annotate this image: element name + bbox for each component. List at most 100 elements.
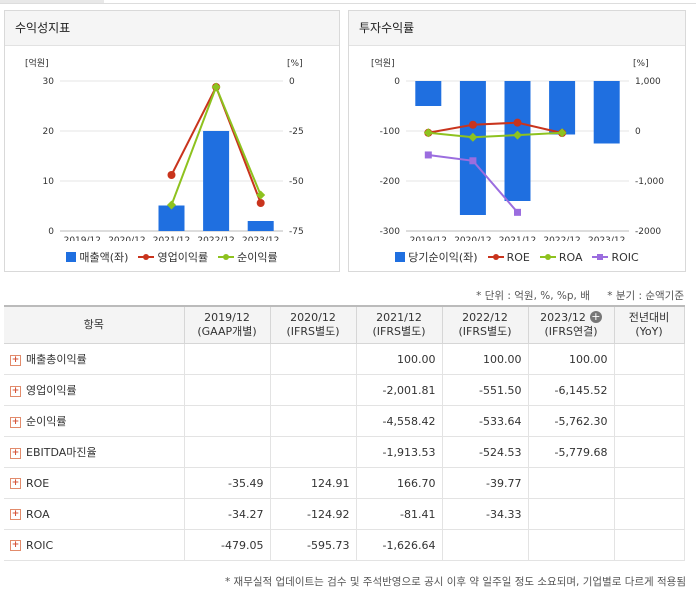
value-cell: -34.27	[183, 498, 271, 530]
row-label: 순이익률	[26, 415, 67, 428]
value-cell: -39.77	[441, 467, 529, 499]
profitability-title: 수익성지표	[5, 11, 339, 46]
legend-swatch	[66, 252, 77, 262]
value-cell: -595.73	[269, 529, 357, 561]
x-tick-label: 2023/12	[588, 236, 625, 241]
header-year: 2020/12	[290, 311, 336, 324]
table-row: + ROIC -479.05 -595.73 -1,626.64	[4, 529, 685, 561]
profitability-legend: 매출액(좌) 영업이익률 순이익률	[5, 249, 339, 265]
expand-columns-icon[interactable]: +	[589, 310, 602, 323]
right-axis-unit: [%]	[633, 59, 649, 69]
left-axis-unit: [억원]	[25, 57, 49, 69]
header-period: 2022/12 (IFRS별도)	[441, 305, 529, 344]
row-label-cell[interactable]: + ROIC	[4, 529, 185, 561]
left-tick-label: 0	[48, 227, 54, 237]
legend-item[interactable]: ROIC	[592, 251, 639, 264]
yoy-cell	[613, 529, 685, 561]
data-point	[423, 128, 433, 138]
value-cell: -1,913.53	[355, 436, 443, 468]
row-label-cell[interactable]: + EBITDA마진율	[4, 436, 185, 468]
bar	[504, 81, 531, 201]
expand-row-icon[interactable]: +	[10, 540, 21, 551]
value-cell: -124.92	[269, 498, 357, 530]
x-tick-label: 2023/12	[242, 236, 279, 241]
legend-item[interactable]: 영업이익률	[138, 249, 208, 265]
legend-item[interactable]: ROE	[487, 251, 530, 264]
bar	[549, 81, 576, 135]
legend-item[interactable]: 순이익률	[218, 249, 278, 265]
data-point	[211, 82, 221, 92]
expand-row-icon[interactable]: +	[10, 416, 21, 428]
value-cell	[527, 467, 615, 499]
legend-swatch	[395, 252, 406, 262]
x-tick-label: 2022/12	[197, 236, 234, 241]
value-cell: -6,145.52	[527, 374, 615, 406]
legend-label: 당기순이익(좌)	[408, 251, 478, 264]
top-tab-strip	[0, 0, 696, 4]
right-tick-label: -25	[289, 127, 304, 137]
value-cell: -2,001.81	[355, 374, 443, 406]
header-year: 2019/12	[204, 311, 250, 324]
legend-label: 순이익률	[237, 251, 278, 264]
value-cell: -81.41	[355, 498, 443, 530]
value-cell	[183, 343, 271, 375]
left-tick-label: -100	[380, 127, 401, 137]
x-tick-label: 2020/12	[108, 236, 145, 241]
expand-row-icon[interactable]: +	[10, 478, 21, 489]
left-axis-unit: [억원]	[371, 57, 395, 69]
header-standard: (IFRS연결)	[544, 325, 598, 338]
expand-row-icon[interactable]: +	[10, 509, 21, 520]
top-tab[interactable]	[0, 0, 104, 3]
chart-notes: * 단위 : 억원, %, %p, 배 * 분기 : 순액기준	[462, 288, 684, 303]
right-axis-unit: [%]	[287, 59, 303, 69]
row-label-cell[interactable]: + 영업이익률	[4, 374, 185, 406]
header-standard: (IFRS별도)	[286, 325, 340, 338]
left-tick-label: -200	[380, 177, 401, 187]
value-cell	[441, 529, 529, 561]
financial-ratio-table: 항목 2019/12 (GAAP개별) 2020/12 (IFRS별도) 2021/12(…	[4, 305, 685, 561]
row-label-cell[interactable]: + 매출총이익률	[4, 343, 185, 375]
x-tick-label: 2021/12	[499, 236, 536, 241]
investment-return-chart: [억원] [%] 0 -100 -200 -300 1,000 0 -1,000 -2000 201…	[371, 57, 664, 241]
profitability-panel: 수익성지표 [억원] [%] 30 20 10 0 0 -25 -50 -75 2019/12 202…	[4, 10, 340, 272]
series-line	[428, 131, 563, 139]
value-cell	[269, 374, 357, 406]
header-period: 2021/12 (IFRS별도)	[355, 305, 443, 344]
value-cell: -533.64	[441, 405, 529, 437]
legend-swatch	[218, 252, 235, 262]
bar	[415, 81, 442, 106]
expand-row-icon[interactable]: +	[10, 385, 21, 397]
series-line	[428, 121, 563, 134]
row-label: ROIC	[26, 538, 54, 552]
data-point	[513, 118, 522, 127]
header-period: 2023/12 + (IFRS연결)	[527, 305, 615, 344]
legend-item[interactable]: 매출액(좌)	[66, 249, 128, 265]
yoy-cell	[613, 343, 685, 375]
legend-item[interactable]: ROA	[539, 251, 582, 264]
yoy-line2: (YoY)	[635, 325, 663, 338]
yoy-cell	[613, 498, 685, 530]
investment-return-title: 투자수익률	[349, 11, 685, 46]
row-label-cell[interactable]: + 순이익률	[4, 405, 185, 437]
expand-row-icon[interactable]: +	[10, 447, 21, 459]
data-point	[167, 200, 176, 210]
expand-row-icon[interactable]: +	[10, 354, 21, 366]
header-standard: (GAAP개별)	[197, 325, 257, 338]
row-label-cell[interactable]: + ROE	[4, 467, 185, 499]
row-label-cell[interactable]: + ROA	[4, 498, 185, 530]
legend-swatch	[487, 252, 504, 262]
value-cell: -34.33	[441, 498, 529, 530]
header-yoy: 전년대비 (YoY)	[613, 305, 685, 344]
header-period: 2019/12 (GAAP개별)	[183, 305, 271, 344]
row-label: ROE	[26, 476, 50, 490]
table-row: + EBITDA마진율 -1,913.53 -524.53 -5,779.68	[4, 436, 685, 468]
value-cell: -5,762.30	[527, 405, 615, 437]
yoy-cell	[613, 467, 685, 499]
yoy-cell	[613, 374, 685, 406]
x-tick-label: 2019/12	[410, 236, 447, 241]
left-tick-label: 30	[43, 77, 55, 87]
value-cell	[269, 436, 357, 468]
legend-item[interactable]: 당기순이익(좌)	[395, 249, 478, 265]
value-cell	[527, 498, 615, 530]
right-tick-label: -1,000	[635, 177, 664, 187]
